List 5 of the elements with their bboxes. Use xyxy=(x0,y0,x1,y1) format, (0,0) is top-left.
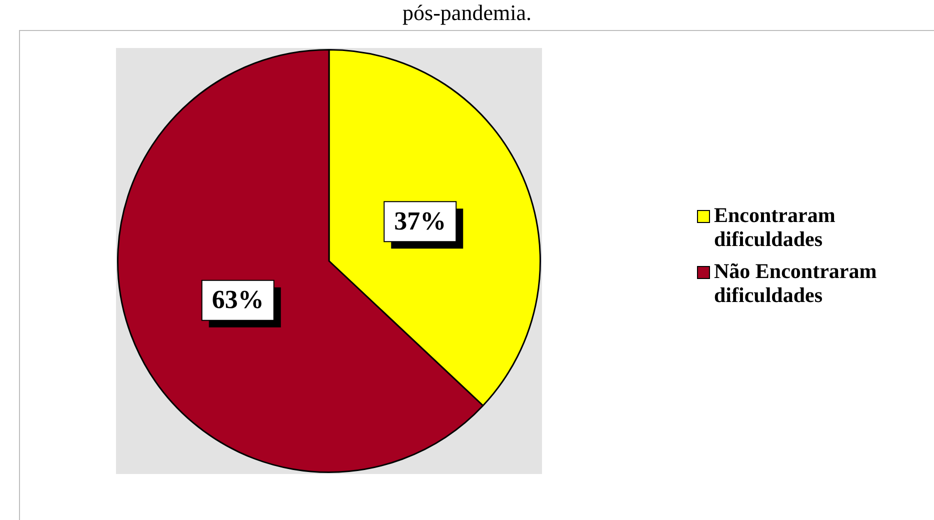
data-label: 63% xyxy=(212,285,264,314)
legend-label: Não Encontraram dificuldades xyxy=(714,259,878,307)
chart-title: pós-pandemia. xyxy=(402,0,532,26)
data-label: 37% xyxy=(394,206,446,236)
legend-label: Encontraram dificuldades xyxy=(714,203,836,251)
